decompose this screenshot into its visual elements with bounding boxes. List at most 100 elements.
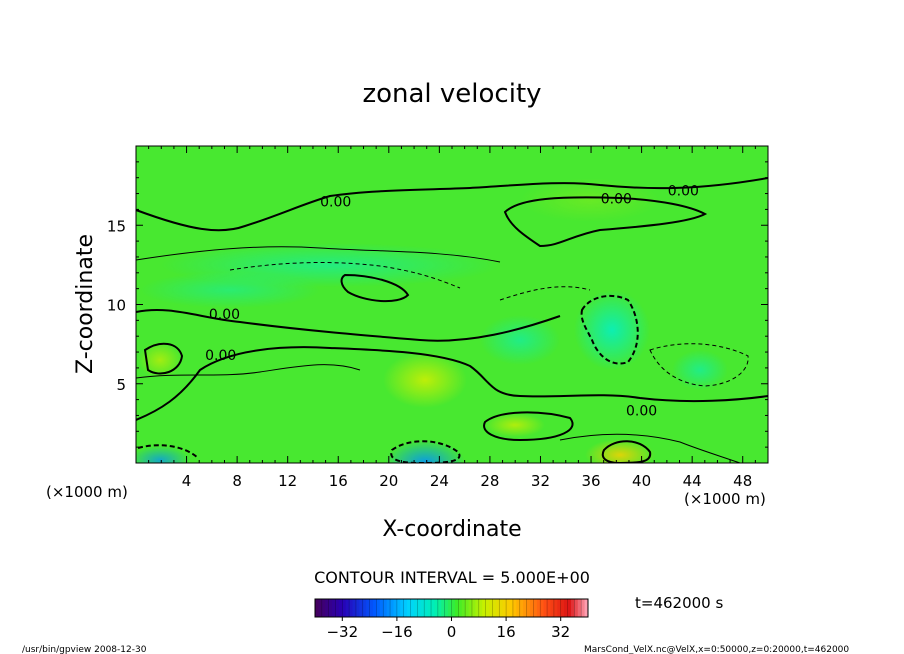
- colorbar-swatch: [383, 599, 388, 617]
- colorbar-swatch: [570, 599, 575, 617]
- colorbar-swatch: [492, 599, 497, 617]
- colorbar-swatch: [335, 599, 340, 617]
- contour-lines: [136, 177, 768, 463]
- colorbar-swatch: [540, 599, 545, 617]
- colorbar-swatch: [468, 599, 473, 617]
- colorbar-swatch: [355, 599, 360, 617]
- x-tick-label: 32: [531, 472, 550, 490]
- y-tick-label: 10: [107, 297, 126, 315]
- colorbar-swatch: [519, 599, 524, 617]
- colorbar-swatch: [431, 599, 435, 617]
- contour-label: 0.00: [601, 191, 632, 207]
- colorbar-swatch: [485, 599, 490, 617]
- colorbar-swatch: [536, 599, 541, 617]
- colorbar-swatch: [584, 599, 589, 617]
- colorbar-swatch: [454, 599, 459, 617]
- colorbar-swatch: [376, 599, 381, 617]
- colorbar-swatch: [424, 599, 429, 617]
- colorbar-swatch: [386, 599, 391, 617]
- colorbar-swatch: [325, 599, 330, 617]
- colorbar-swatch: [564, 599, 569, 617]
- x-tick-label: 44: [683, 472, 702, 490]
- colorbar-swatch: [352, 599, 357, 617]
- plot-area: [136, 146, 768, 463]
- contour-label: 0.00: [626, 404, 657, 420]
- colorbar-swatch: [417, 599, 422, 617]
- colorbar-swatch: [396, 599, 401, 617]
- colorbar-swatch: [581, 599, 586, 617]
- colorbar-swatch: [318, 599, 323, 617]
- field-shading: [136, 178, 728, 463]
- colorbar-swatch: [499, 599, 504, 617]
- colorbar-swatch: [434, 599, 439, 617]
- contour-label: 0.00: [209, 307, 240, 323]
- colorbar-swatch: [328, 599, 333, 617]
- colorbar-swatch: [393, 599, 398, 617]
- colorbar-swatch: [557, 599, 562, 617]
- colorbar-swatch: [413, 599, 418, 617]
- colorbar-swatch: [403, 599, 408, 617]
- colorbar-swatch: [366, 599, 371, 617]
- x-tick-label: 8: [232, 472, 242, 490]
- colorbar-swatch: [342, 599, 347, 617]
- contour-label: 0.00: [320, 194, 351, 210]
- colorbar-swatch: [448, 599, 452, 617]
- colorbar-swatch: [315, 599, 319, 617]
- colorbar-swatch: [345, 599, 350, 617]
- contour-label: 0.00: [668, 183, 699, 199]
- colorbar-swatch: [362, 599, 367, 617]
- contour-label: 0.00: [205, 348, 236, 364]
- colorbar-swatch: [321, 599, 326, 617]
- colorbar-swatch: [560, 599, 565, 617]
- x-tick-label: 48: [733, 472, 752, 490]
- colorbar-swatch: [523, 599, 528, 617]
- colorbar-swatch: [478, 599, 483, 617]
- colorbar-swatch: [533, 599, 538, 617]
- colorbar-swatch: [444, 599, 449, 617]
- y-axis-label: Z-coordinate: [73, 234, 98, 374]
- colorbar-swatch: [471, 599, 476, 617]
- y-tick-label: 5: [116, 376, 126, 394]
- colorbar-swatch: [379, 599, 384, 617]
- colorbar-swatch: [526, 599, 531, 617]
- colorbar-swatch: [359, 599, 364, 617]
- colorbar-swatch: [577, 599, 582, 617]
- colorbar-swatch: [332, 599, 336, 617]
- x-tick-label: 36: [581, 472, 600, 490]
- x-tick-label: 12: [278, 472, 297, 490]
- colorbar: [314, 599, 589, 617]
- colorbar-swatch: [574, 599, 579, 617]
- footer-right: MarsCond_VelX.nc@VelX,x=0:50000,z=0:2000…: [584, 645, 849, 654]
- footer-left: /usr/bin/gpview 2008-12-30: [22, 645, 147, 654]
- colorbar-tick-label: 0: [447, 623, 457, 641]
- colorbar-swatch: [529, 599, 534, 617]
- colorbar-swatch: [437, 599, 442, 617]
- x-tick-label: 4: [182, 472, 192, 490]
- colorbar-swatch: [451, 599, 456, 617]
- colorbar-swatch: [441, 599, 446, 617]
- colorbar-tick-label: −16: [381, 623, 413, 641]
- colorbar-swatch: [516, 599, 521, 617]
- x-tick-label: 40: [632, 472, 651, 490]
- colorbar-swatch: [482, 599, 487, 617]
- colorbar-swatch: [427, 599, 432, 617]
- colorbar-swatch: [489, 599, 493, 617]
- colorbar-swatch: [458, 599, 463, 617]
- x-axis-label: X-coordinate: [382, 517, 521, 542]
- x-tick-label: 28: [480, 472, 499, 490]
- colorbar-swatch: [475, 599, 480, 617]
- colorbar-swatch: [461, 599, 466, 617]
- x-tick-label: 16: [329, 472, 348, 490]
- x-tick-label: 24: [430, 472, 449, 490]
- colorbar-swatch: [410, 599, 415, 617]
- colorbar-swatch: [349, 599, 354, 617]
- colorbar-swatch: [400, 599, 405, 617]
- colorbar-swatch: [338, 599, 343, 617]
- x-unit-left: (×1000 m): [46, 483, 128, 501]
- contour-labels: 0.00 0.00 0.00 0.00 0.00 0.00: [205, 183, 699, 419]
- y-axis-ticks: 5 10 15: [107, 161, 768, 448]
- chart-title: zonal velocity: [362, 79, 541, 109]
- x-tick-label: 20: [379, 472, 398, 490]
- colorbar-ticks: −32 −16 0 16 32: [326, 617, 570, 641]
- colorbar-swatch: [512, 599, 517, 617]
